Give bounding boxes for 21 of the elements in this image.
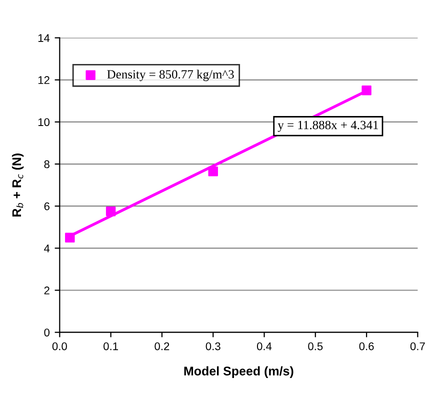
y-axis-title: R$_{b}$ + R$_{c}$ (N) <box>12 154 24 216</box>
x-tick-label: 0.1 <box>104 342 118 350</box>
y-tick-label: 14 <box>38 34 50 42</box>
x-tick-label: 0.7 <box>410 342 425 350</box>
legend-label: Density = 850.77 kg/m^3 <box>107 70 234 82</box>
x-axis-title: Model Speed (m/s) <box>184 366 294 378</box>
point <box>208 166 218 176</box>
y-tick-label: 4 <box>44 244 50 252</box>
x-tick-label: 0.0 <box>52 342 67 350</box>
y-tick-label: 8 <box>44 160 50 168</box>
x-tick-label: 0.4 <box>256 342 272 350</box>
x-tick-label: 0.5 <box>308 342 323 350</box>
x-tick-label: 0.2 <box>154 342 170 350</box>
y-tick-label: 6 <box>44 202 50 210</box>
y-tick-label: 10 <box>38 118 50 126</box>
x-tick-label: 0.6 <box>359 342 374 350</box>
y-tick-label: 12 <box>38 76 50 84</box>
x-tick-label: 0.3 <box>206 342 220 350</box>
y-tick-label: 0 <box>44 328 50 336</box>
y-tick-label: 2 <box>44 286 50 294</box>
annotation: y = 11.888x + 4.341 <box>278 120 378 132</box>
